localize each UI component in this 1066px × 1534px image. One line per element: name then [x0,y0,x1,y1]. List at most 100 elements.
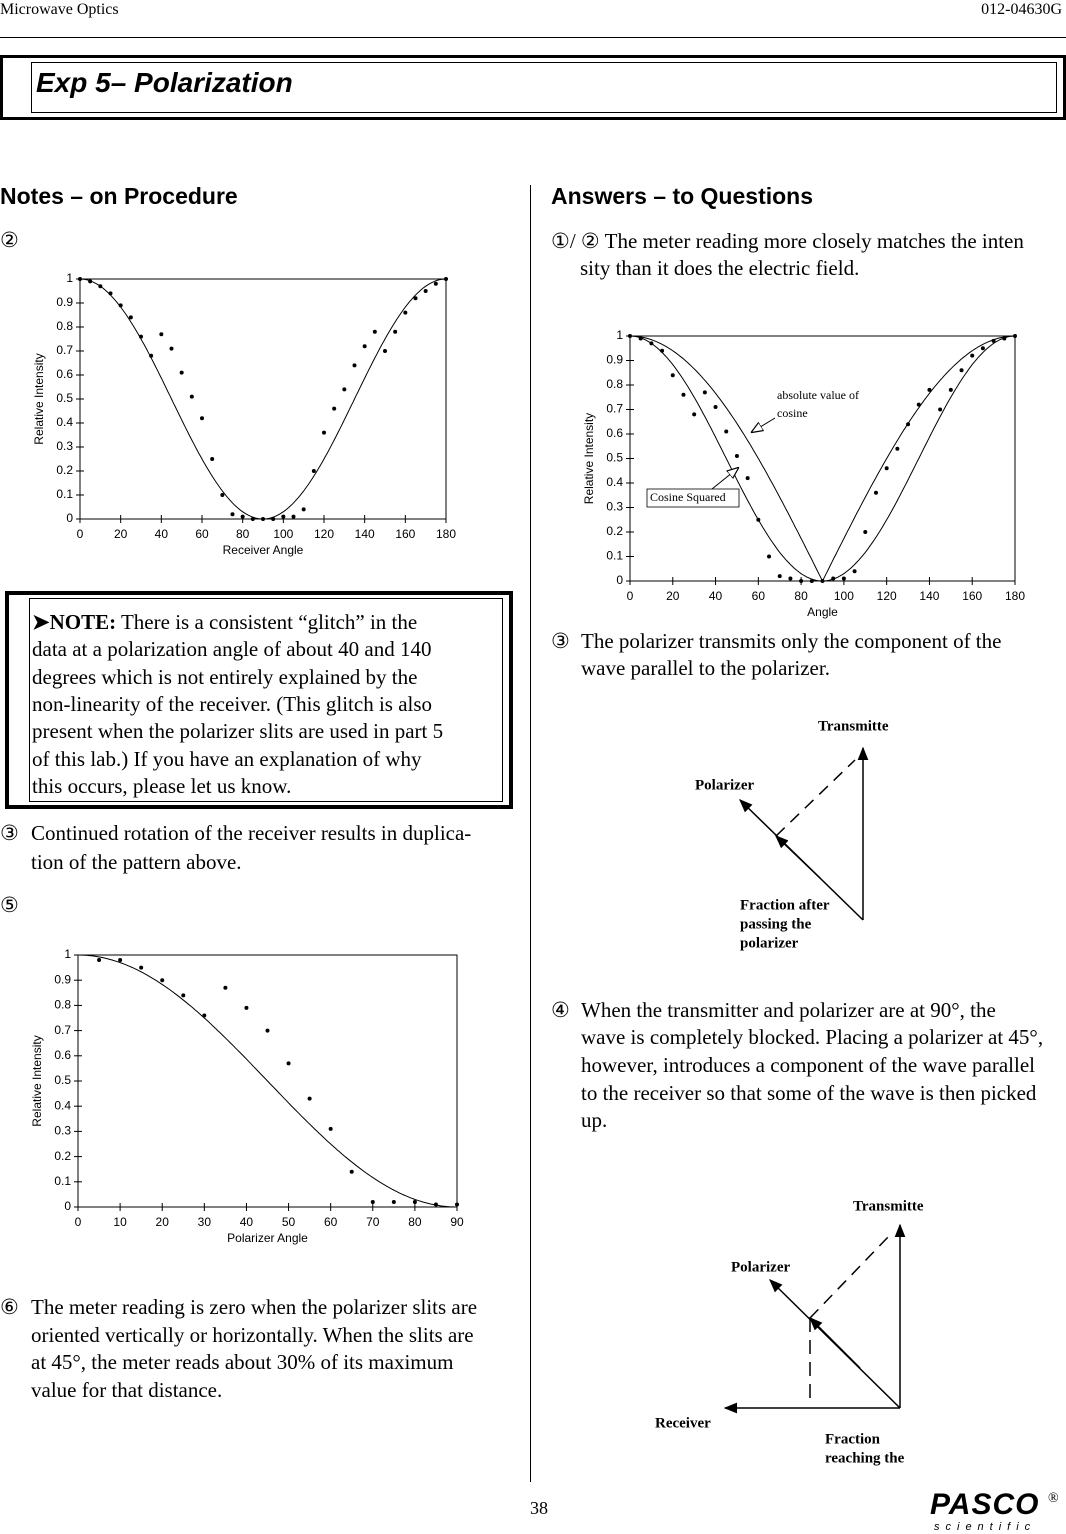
diagram-label: reaching the [825,1450,905,1466]
data-point [702,390,707,395]
data-point [307,1096,312,1101]
data-point [895,446,900,451]
data-point [230,512,235,517]
data-point [681,392,686,397]
text-line: The meter reading is zero when the polar… [31,1295,478,1319]
data-point [820,579,825,583]
data-point [713,405,718,410]
marker: ⑤ [0,893,19,917]
data-point [128,315,133,320]
data-point [948,387,953,392]
y-tick-label: 0.8 [606,377,623,391]
data-point [991,338,996,343]
data-point [745,476,750,481]
diagram-label: Polarizer [695,777,754,793]
data-point [210,457,215,461]
data-point [78,277,82,281]
y-tick-label: 0.9 [54,972,71,986]
data-point [328,1126,333,1131]
data-point [240,514,245,519]
data-point [372,329,377,334]
y-tick-label: 0.1 [54,1174,71,1188]
data-point [181,993,186,998]
data-point [412,1199,417,1204]
data-point [169,346,174,351]
y-tick-label: 0.3 [56,439,73,453]
data-point [179,370,184,375]
plot-frame [79,278,447,520]
data-point [1002,336,1007,341]
data-point [724,429,729,434]
data-point [352,363,357,368]
data-point [98,284,103,289]
text-line: sity than it does the electric field. [580,256,860,280]
curve-label: cosine [777,406,808,420]
data-point [777,574,782,579]
column-divider [530,185,531,1482]
x-axis-label: Receiver Angle [223,543,304,557]
note-line: data at a polarization angle of about 40… [32,637,432,661]
x-tick-label: 0 [75,1215,82,1229]
data-point [433,281,438,286]
x-tick-label: 40 [240,1215,254,1229]
x-tick-label: 80 [794,589,808,603]
data-point [873,490,878,495]
diagram-label: passing the [740,916,812,932]
text-line: to the receiver so that some of the wave… [581,1081,1037,1105]
note-inner [29,598,503,802]
y-tick-label: 0.8 [56,319,73,333]
text-line: wave parallel to the polarizer. [581,656,830,680]
y-tick-label: 1 [616,328,623,342]
x-tick-label: 20 [156,1215,170,1229]
title-inner [31,62,1057,113]
diagram-label: Transmitte [853,1198,924,1214]
y-tick-label: 0 [616,573,623,587]
x-tick-label: 80 [236,527,250,541]
note-line: There is a consistent “glitch” in the [116,610,418,634]
y-tick-label: 0.5 [56,391,73,405]
data-point [906,422,911,427]
x-tick-label: 160 [395,527,415,541]
y-tick-label: 0.4 [54,1098,71,1112]
data-point [261,517,265,521]
x-axis-label: Polarizer Angle [227,1231,308,1245]
y-tick-label: 0.7 [56,343,73,357]
data-point [638,336,643,341]
data-point [809,579,814,583]
y-tick-label: 0.2 [56,463,73,477]
data-point [884,466,889,471]
x-tick-label: 20 [114,527,128,541]
x-tick-label: 90 [450,1215,464,1229]
x-tick-label: 50 [282,1215,296,1229]
data-point [831,576,836,581]
diagram-label: Polarizer [731,1259,790,1275]
data-point [281,514,286,519]
page-number: 38 [530,1498,548,1518]
header-right: 012-04630G [981,1,1062,18]
diagram-label: Transmitte [818,718,889,734]
data-point [970,353,975,358]
data-point [841,576,846,581]
x-tick-label: 120 [877,589,897,603]
data-point [444,277,448,281]
data-point [628,334,632,338]
curve-label: Cosine Squared [650,490,726,504]
text-line: The polarizer transmits only the compone… [581,629,1002,653]
header-rule [0,37,1066,38]
y-tick-label: 1 [64,947,71,961]
text-line: oriented vertically or horizontally. Whe… [31,1323,474,1347]
data-point [767,554,772,559]
arrow [775,835,821,879]
y-tick-label: 0.9 [56,295,73,309]
y-tick-label: 0.5 [54,1073,71,1087]
y-tick-label: 1 [66,271,73,285]
data-point [370,1199,375,1204]
marker: ② [0,228,19,252]
data-point [139,965,144,970]
x-tick-label: 40 [709,589,723,603]
data-point [393,329,398,334]
diagram-label: Receiver [655,1415,711,1431]
text-line: tion of the pattern above. [31,850,242,874]
y-tick-label: 0.1 [56,487,73,501]
